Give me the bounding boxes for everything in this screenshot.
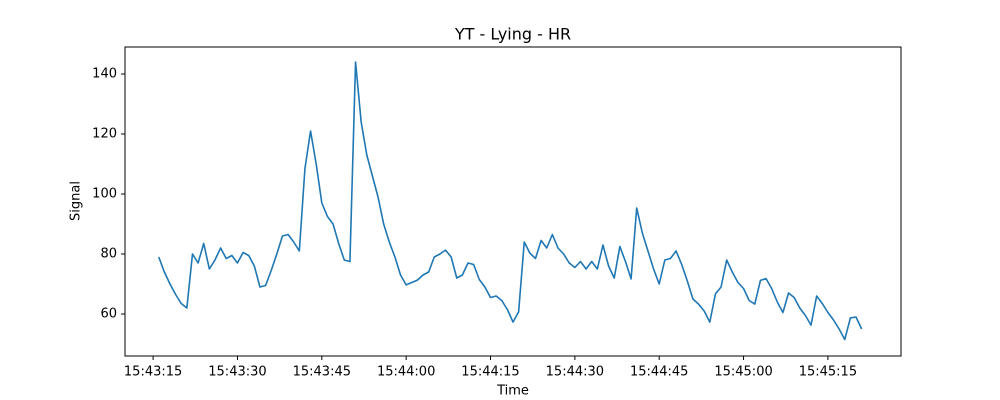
plot-frame [124, 46, 902, 357]
y-tick-label: 60 [100, 307, 117, 322]
line [157, 61, 863, 341]
y-tick-label: 140 [92, 67, 117, 82]
x-tick-label: 15:44:30 [546, 365, 604, 380]
y-axis-label: Signal [69, 181, 84, 221]
x-tick-label: 15:45:00 [714, 365, 772, 380]
y-tick-label: 120 [92, 127, 117, 142]
chart-title: YT - Lying - HR [454, 25, 571, 44]
x-tick-label: 15:43:45 [293, 365, 351, 380]
y-tick-label: 100 [92, 187, 117, 202]
x-tick-label: 15:45:15 [799, 365, 857, 380]
x-tick-label: 15:44:00 [377, 365, 435, 380]
x-tick-label: 15:43:30 [208, 365, 266, 380]
x-tick-label: 15:44:15 [461, 365, 519, 380]
x-tick-label: 15:43:15 [124, 365, 182, 380]
x-tick-label: 15:44:45 [630, 365, 688, 380]
y-tick-label: 80 [100, 247, 117, 262]
x-axis-label: Time [496, 384, 529, 399]
